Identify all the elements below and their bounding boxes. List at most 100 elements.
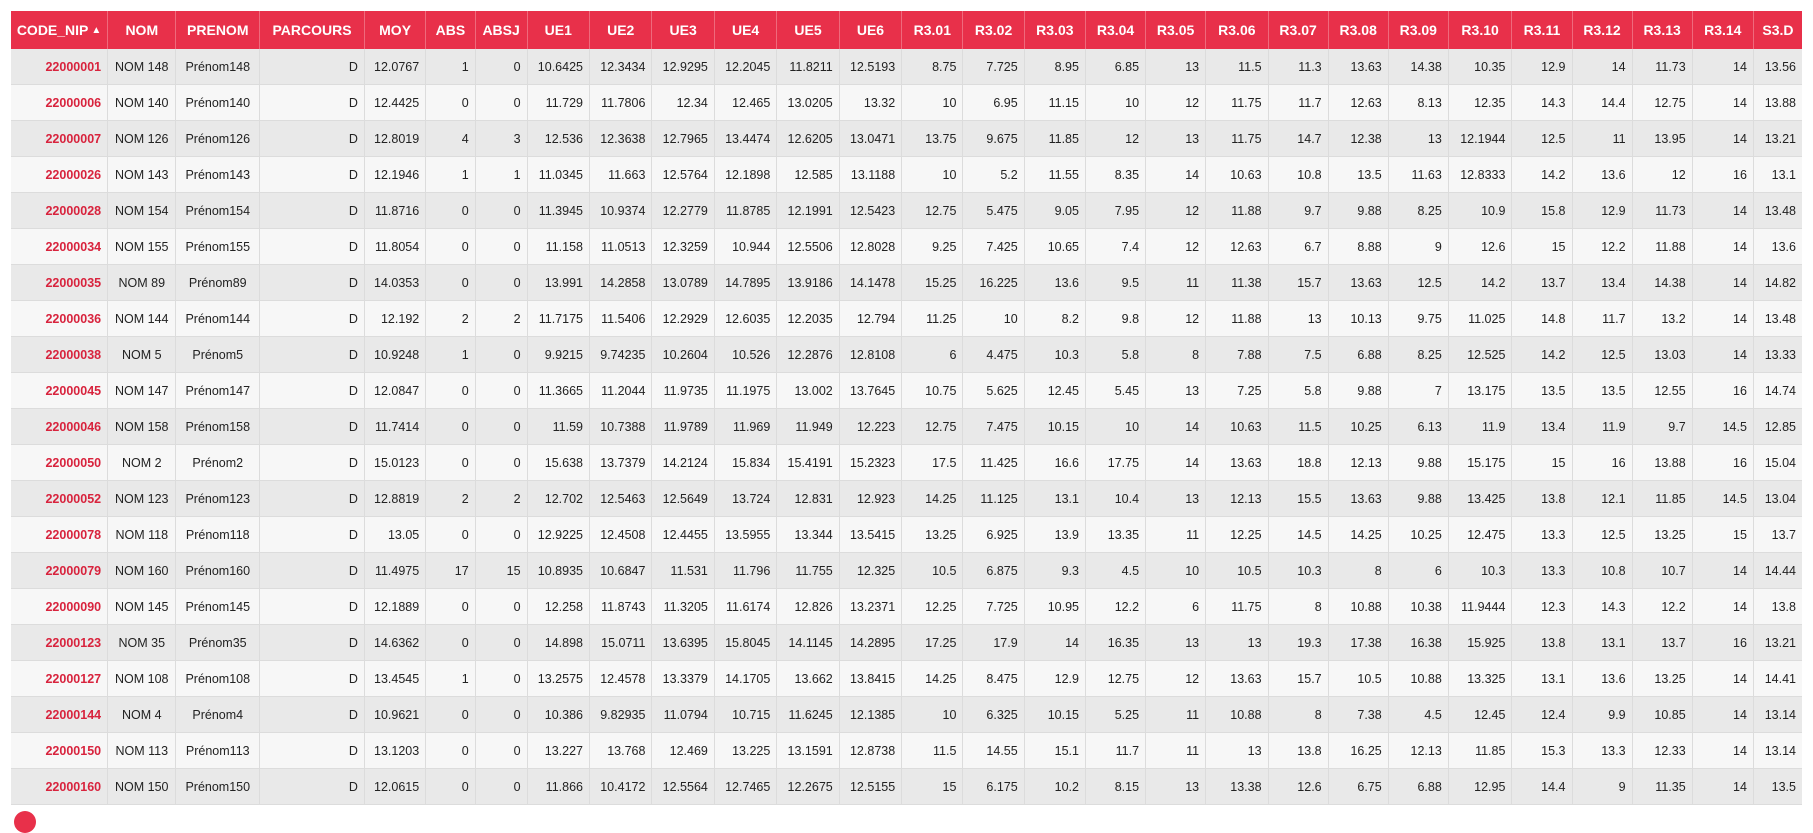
cell-ue1: 12.702 xyxy=(527,480,590,517)
table-row[interactable]: 22000028 NOM 154 Prénom154 D 11.8716 0 0 11.394… xyxy=(11,192,1802,229)
table-row[interactable]: 22000034 NOM 155 Prénom155 D 11.8054 0 0 11.158… xyxy=(11,228,1802,265)
table-row[interactable]: 22000078 NOM 118 Prénom118 D 13.05 0 0 12.9225 1… xyxy=(11,516,1802,553)
column-header-label: R3.03 xyxy=(1036,22,1074,38)
column-header-r3-01[interactable]: R3.01 xyxy=(901,11,964,49)
column-header-r3-06[interactable]: R3.06 xyxy=(1205,11,1269,49)
column-header-ue4[interactable]: UE4 xyxy=(714,11,778,49)
cell-r3-12: 13.6 xyxy=(1572,156,1633,193)
cell-code-nip[interactable]: 22000028 xyxy=(11,192,109,229)
cell-code-nip[interactable]: 22000150 xyxy=(11,732,109,769)
cell-r3-07: 13.8 xyxy=(1268,732,1329,769)
cell-ue2: 12.3638 xyxy=(589,120,653,157)
cell-code-nip[interactable]: 22000034 xyxy=(11,228,109,265)
cell-ue1: 11.0345 xyxy=(527,156,590,193)
cell-code-nip[interactable]: 22000160 xyxy=(11,768,109,805)
cell-code-nip[interactable]: 22000078 xyxy=(11,516,109,553)
cell-code-nip[interactable]: 22000001 xyxy=(11,49,109,85)
column-header-abs[interactable]: ABS xyxy=(425,11,476,49)
column-header-r3-12[interactable]: R3.12 xyxy=(1572,11,1633,49)
cell-r3-07: 6.7 xyxy=(1268,228,1329,265)
cell-code-nip[interactable]: 22000035 xyxy=(11,264,109,301)
cell-moy: 12.8819 xyxy=(364,480,427,517)
table-row[interactable]: 22000001 NOM 148 Prénom148 D 12.0767 1 0 10.642… xyxy=(11,49,1802,85)
cell-code-nip[interactable]: 22000090 xyxy=(11,588,109,625)
cell-r3-11: 13.3 xyxy=(1511,552,1573,589)
column-header-r3-07[interactable]: R3.07 xyxy=(1268,11,1329,49)
cell-code-nip[interactable]: 22000036 xyxy=(11,300,109,337)
table-row[interactable]: 22000144 NOM 4 Prénom4 D 10.9621 0 0 10.386 9.82… xyxy=(11,696,1802,733)
cell-ue6: 12.923 xyxy=(839,480,903,517)
table-row[interactable]: 22000079 NOM 160 Prénom160 D 11.4975 17 15 10.8… xyxy=(11,552,1802,589)
table-row[interactable]: 22000007 NOM 126 Prénom126 D 12.8019 4 3 12.536… xyxy=(11,120,1802,157)
table-row[interactable]: 22000045 NOM 147 Prénom147 D 12.0847 0 0 11.366… xyxy=(11,372,1802,409)
cell-code-nip[interactable]: 22000144 xyxy=(11,696,109,733)
cell-code-nip[interactable]: 22000079 xyxy=(11,552,109,589)
column-header-r3-02[interactable]: R3.02 xyxy=(962,11,1025,49)
table-row[interactable]: 22000127 NOM 108 Prénom108 D 13.4545 1 0 13.257… xyxy=(11,660,1802,697)
cell-r3-08: 14.25 xyxy=(1328,516,1389,553)
column-header-r3-14[interactable]: R3.14 xyxy=(1692,11,1754,49)
cell-r3-10: 10.9 xyxy=(1448,192,1513,229)
cell-absj: 0 xyxy=(475,444,528,481)
column-header-ue1[interactable]: UE1 xyxy=(527,11,590,49)
table-row[interactable]: 22000150 NOM 113 Prénom113 D 13.1203 0 0 13.227… xyxy=(11,732,1802,769)
cell-code-nip[interactable]: 22000050 xyxy=(11,444,109,481)
cell-s3-d: 14.82 xyxy=(1753,264,1802,301)
table-row[interactable]: 22000038 NOM 5 Prénom5 D 10.9248 1 0 9.9215 9.74… xyxy=(11,336,1802,373)
table-row[interactable]: 22000036 NOM 144 Prénom144 D 12.192 2 2 11.7175… xyxy=(11,300,1802,337)
cell-r3-06: 7.25 xyxy=(1205,372,1269,409)
cell-code-nip[interactable]: 22000006 xyxy=(11,84,109,121)
column-header-r3-13[interactable]: R3.13 xyxy=(1632,11,1693,49)
table-row[interactable]: 22000052 NOM 123 Prénom123 D 12.8819 2 2 12.702… xyxy=(11,480,1802,517)
column-header-prenom[interactable]: PRENOM xyxy=(175,11,261,49)
cell-ue6: 12.794 xyxy=(839,300,903,337)
column-header-s3-d[interactable]: S3.D xyxy=(1753,11,1802,49)
table-row[interactable]: 22000046 NOM 158 Prénom158 D 11.7414 0 0 11.59 1… xyxy=(11,408,1802,445)
column-header-moy[interactable]: MOY xyxy=(364,11,427,49)
cell-moy: 11.4975 xyxy=(364,552,427,589)
floating-action-button[interactable] xyxy=(14,811,36,833)
column-header-r3-03[interactable]: R3.03 xyxy=(1024,11,1086,49)
cell-code-nip[interactable]: 22000052 xyxy=(11,480,109,517)
table-row[interactable]: 22000035 NOM 89 Prénom89 D 14.0353 0 0 13.991 14… xyxy=(11,264,1802,301)
column-header-code-nip[interactable]: CODE_NIP ▲ xyxy=(11,11,109,49)
cell-r3-13: 13.95 xyxy=(1632,120,1693,157)
cell-r3-13: 13.2 xyxy=(1632,300,1693,337)
column-header-absj[interactable]: ABSJ xyxy=(475,11,528,49)
cell-code-nip[interactable]: 22000123 xyxy=(11,624,109,661)
cell-ue6: 12.223 xyxy=(839,408,903,445)
column-header-ue3[interactable]: UE3 xyxy=(651,11,715,49)
cell-code-nip[interactable]: 22000026 xyxy=(11,156,109,193)
cell-code-nip[interactable]: 22000045 xyxy=(11,372,109,409)
column-header-r3-08[interactable]: R3.08 xyxy=(1328,11,1389,49)
table-row[interactable]: 22000026 NOM 143 Prénom143 D 12.1946 1 1 11.034… xyxy=(11,156,1802,193)
column-header-r3-10[interactable]: R3.10 xyxy=(1448,11,1513,49)
column-header-r3-04[interactable]: R3.04 xyxy=(1085,11,1147,49)
cell-ue6: 14.1478 xyxy=(839,264,903,301)
cell-ue6: 13.7645 xyxy=(839,372,903,409)
cell-r3-09: 6.88 xyxy=(1388,768,1449,805)
column-header-parcours[interactable]: PARCOURS xyxy=(259,11,365,49)
column-header-r3-05[interactable]: R3.05 xyxy=(1145,11,1207,49)
table-row[interactable]: 22000160 NOM 150 Prénom150 D 12.0615 0 0 11.866… xyxy=(11,768,1802,805)
table-row[interactable]: 22000090 NOM 145 Prénom145 D 12.1889 0 0 12.258… xyxy=(11,588,1802,625)
column-header-r3-09[interactable]: R3.09 xyxy=(1388,11,1449,49)
cell-code-nip[interactable]: 22000127 xyxy=(11,660,109,697)
cell-nom: NOM 145 xyxy=(107,588,177,625)
cell-r3-04: 9.5 xyxy=(1085,264,1147,301)
column-header-ue6[interactable]: UE6 xyxy=(839,11,903,49)
column-header-nom[interactable]: NOM xyxy=(107,11,177,49)
column-header-r3-11[interactable]: R3.11 xyxy=(1511,11,1573,49)
table-row[interactable]: 22000006 NOM 140 Prénom140 D 12.4425 0 0 11.729… xyxy=(11,84,1802,121)
cell-absj: 0 xyxy=(475,192,528,229)
cell-code-nip[interactable]: 22000038 xyxy=(11,336,109,373)
table-row[interactable]: 22000123 NOM 35 Prénom35 D 14.6362 0 0 14.898 15… xyxy=(11,624,1802,661)
table-row[interactable]: 22000050 NOM 2 Prénom2 D 15.0123 0 0 15.638 13.7… xyxy=(11,444,1802,481)
cell-ue1: 15.638 xyxy=(527,444,590,481)
cell-r3-09: 12.13 xyxy=(1388,732,1449,769)
sort-asc-icon: ▲ xyxy=(91,25,102,36)
cell-code-nip[interactable]: 22000046 xyxy=(11,408,109,445)
cell-code-nip[interactable]: 22000007 xyxy=(11,120,109,157)
column-header-ue5[interactable]: UE5 xyxy=(776,11,840,49)
column-header-ue2[interactable]: UE2 xyxy=(589,11,653,49)
